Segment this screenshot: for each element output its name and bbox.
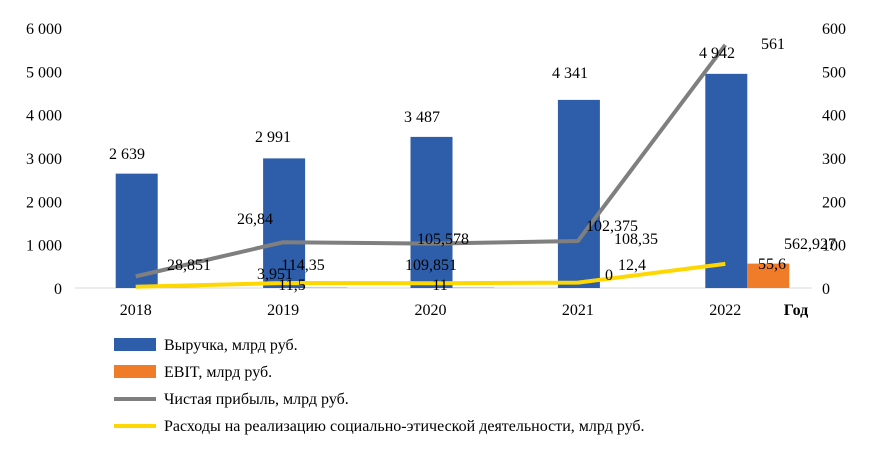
right-y-tick-label: 100 bbox=[822, 238, 846, 255]
bar-revenue bbox=[115, 173, 158, 288]
line-net-profit bbox=[135, 43, 727, 279]
data-label-net-profit: 102,375 bbox=[586, 218, 638, 235]
data-label-revenue: 4 341 bbox=[552, 65, 588, 82]
data-label-ebit: 0 bbox=[605, 267, 613, 284]
left-y-tick-label: 6 000 bbox=[26, 21, 62, 38]
x-ticks: 2018 2019 2020 2021 2022 bbox=[120, 302, 742, 319]
legend-label: Выручка, млрд руб. bbox=[164, 337, 298, 354]
data-label-net-profit: 108,35 bbox=[614, 231, 658, 248]
left-y-tick-label: 1 000 bbox=[26, 238, 62, 255]
x-tick-label: 2018 bbox=[120, 302, 152, 319]
data-label-net-profit: 105,578 bbox=[417, 231, 469, 248]
bar-revenue bbox=[705, 73, 748, 288]
legend: Выручка, млрд руб. EBIT, млрд руб. Чистая … bbox=[114, 337, 645, 435]
data-label-net-profit: 26,84 bbox=[237, 211, 273, 228]
right-y-tick-label: 300 bbox=[822, 151, 846, 168]
data-label-revenue: 2 991 bbox=[255, 129, 291, 146]
data-label-ebit: 11 bbox=[432, 277, 447, 294]
data-label-social-expenses: 55,6 bbox=[758, 256, 786, 273]
legend-swatch bbox=[114, 338, 156, 351]
right-y-tick-label: 400 bbox=[822, 108, 846, 125]
left-y-tick-label: 5 000 bbox=[26, 64, 62, 81]
lines bbox=[135, 43, 727, 289]
legend-swatch bbox=[114, 365, 156, 378]
right-y-tick-label: 500 bbox=[822, 64, 846, 81]
data-label-revenue: 2 639 bbox=[109, 146, 145, 163]
bar-revenue bbox=[557, 99, 600, 288]
bar-ebit bbox=[747, 263, 790, 288]
left-y-tick-label: 4 000 bbox=[26, 108, 62, 125]
left-y-tick-label: 3 000 bbox=[26, 151, 62, 168]
bars bbox=[115, 73, 790, 288]
data-label-ebit: 562,927 bbox=[784, 236, 836, 253]
left-y-tick-label: 0 bbox=[54, 281, 62, 298]
data-label-social-expenses: 114,35 bbox=[281, 257, 324, 274]
legend-label: Расходы на реализацию социально-этическо… bbox=[164, 418, 645, 435]
bar-revenue bbox=[410, 136, 453, 288]
left-y-tick-label: 2 000 bbox=[26, 194, 62, 211]
x-tick-label: 2022 bbox=[709, 302, 741, 319]
data-label-social-expenses: 28,851 bbox=[167, 257, 211, 274]
x-tick-label: 2021 bbox=[562, 302, 594, 319]
x-tick-label: 2020 bbox=[415, 302, 447, 319]
data-label-revenue: 4 942 bbox=[699, 45, 735, 62]
data-label-ebit: 3,951 bbox=[257, 266, 293, 283]
right-y-tick-label: 0 bbox=[822, 281, 830, 298]
x-tick-label: 2019 bbox=[267, 302, 299, 319]
data-label-net-profit: 561 bbox=[761, 36, 785, 53]
data-label-social-expenses: 109,851 bbox=[405, 257, 457, 274]
right-axis: 0 100 200 300 400 500 600 bbox=[822, 21, 846, 298]
data-label-ebit: 11,5 bbox=[278, 277, 305, 294]
right-y-tick-label: 200 bbox=[822, 194, 846, 211]
legend-label: Чистая прибыль, млрд руб. bbox=[164, 391, 349, 408]
legend-label: EBIT, млрд руб. bbox=[164, 364, 272, 381]
data-label-social-expenses: 12,4 bbox=[618, 257, 646, 274]
data-label-revenue: 3 487 bbox=[404, 109, 440, 126]
x-axis-title: Год bbox=[784, 302, 808, 319]
bar-revenue bbox=[263, 158, 306, 288]
left-axis: 0 1 000 2 000 3 000 4 000 5 000 6 000 bbox=[26, 21, 62, 298]
right-y-tick-label: 600 bbox=[822, 21, 846, 38]
line-social-expenses bbox=[135, 261, 726, 289]
